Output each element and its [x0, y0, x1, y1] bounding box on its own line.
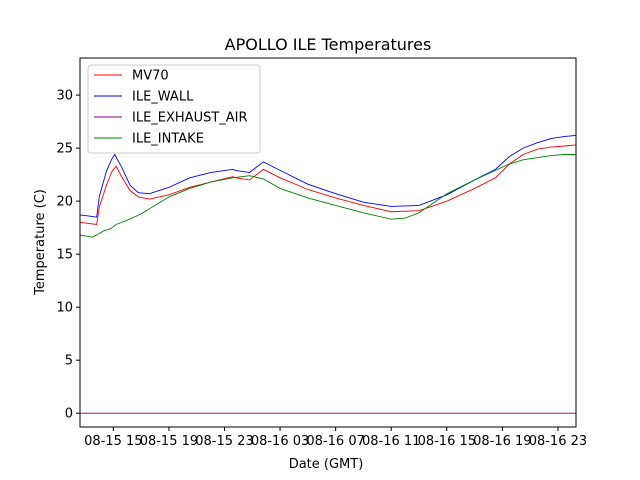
chart-title: APOLLO ILE Temperatures	[225, 35, 432, 54]
y-tick-label: 0	[65, 407, 73, 422]
x-tick-label: 08-15 23	[195, 434, 253, 449]
x-tick-label: 08-16 15	[418, 434, 476, 449]
x-tick-label: 08-16 19	[473, 434, 531, 449]
y-tick-label: 25	[56, 142, 73, 157]
y-tick-label: 10	[56, 301, 73, 316]
legend-label-2: ILE_EXHAUST_AIR	[132, 111, 248, 126]
legend: MV70 ILE_WALL ILE_EXHAUST_AIR ILE_INTAKE	[87, 64, 261, 154]
legend-label-0: MV70	[132, 69, 169, 84]
legend-label-1: ILE_WALL	[132, 90, 194, 105]
y-axis: 0 5 10 15 20 25 30	[56, 89, 80, 422]
series-line-0	[80, 144, 576, 225]
y-tick-label: 15	[56, 248, 73, 263]
series-line-3	[80, 154, 576, 238]
x-axis-title: Date (GMT)	[289, 457, 364, 472]
x-tick-label: 08-15 19	[140, 434, 198, 449]
y-tick-label: 20	[56, 195, 73, 210]
legend-label-3: ILE_INTAKE	[132, 132, 204, 147]
plot-frame	[79, 57, 577, 428]
plot-lines	[80, 134, 576, 414]
y-axis-title: Temperature (C)	[33, 189, 48, 296]
y-tick-label: 30	[56, 89, 73, 104]
x-tick-label: 08-16 23	[529, 434, 587, 449]
x-tick-label: 08-16 03	[251, 434, 309, 449]
x-tick-label: 08-15 15	[84, 434, 142, 449]
y-tick-label: 5	[65, 354, 73, 369]
series-line-1	[80, 134, 576, 218]
x-tick-label: 08-16 07	[306, 434, 364, 449]
x-tick-label: 08-16 11	[362, 434, 420, 449]
legend-box	[87, 64, 261, 154]
